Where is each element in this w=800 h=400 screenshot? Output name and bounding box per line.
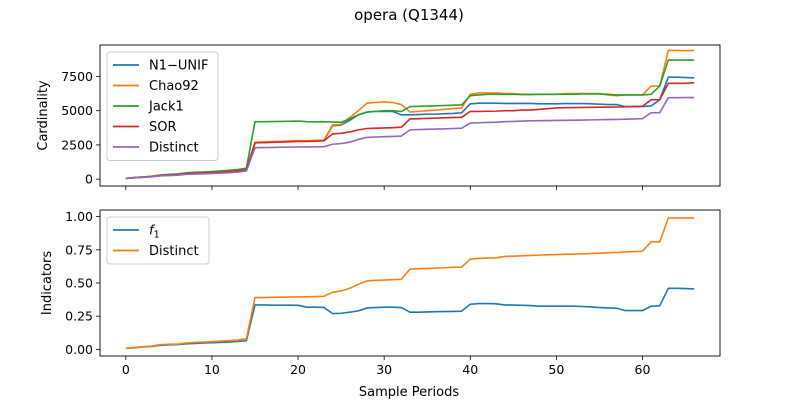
x-tick-label: 10 — [204, 362, 220, 377]
legend-label-sor: SOR — [149, 120, 177, 135]
legend-label-n1-unif: N1−UNIF — [149, 59, 208, 74]
y-axis-label: Indicators — [40, 251, 55, 315]
y-tick-label: 0.75 — [65, 242, 93, 257]
cardinality-panel: 0 2500 5000 7500 Cardinality N1−UNIF Chao92 Jac… — [36, 44, 721, 190]
y-tick-label: 0.50 — [65, 276, 93, 291]
y-tick-label: 7500 — [61, 69, 93, 84]
y-tick-label: 0.00 — [65, 342, 93, 357]
series-line-sor — [125, 81, 695, 180]
series-line-distinct — [125, 217, 695, 350]
legend-label-jack1: Jack1 — [148, 100, 184, 115]
y-tick-label: 1.00 — [65, 209, 93, 224]
legend-label-f1: f1 — [149, 224, 160, 241]
x-tick-label: 50 — [548, 362, 564, 377]
axes-frame — [99, 44, 721, 187]
legend-label-chao92: Chao92 — [149, 79, 199, 94]
legend: f1 Distinct — [106, 216, 210, 265]
x-tick-label: 20 — [290, 362, 306, 377]
legend-box — [106, 51, 219, 161]
legend-box — [106, 216, 210, 265]
legend-label-distinct: Distinct — [149, 244, 199, 259]
x-tick-label: 40 — [462, 362, 478, 377]
x-tick-label: 30 — [376, 362, 392, 377]
series-line-f1 — [125, 287, 695, 350]
y-axis-label: Cardinality — [36, 80, 51, 151]
y-tick-label: 2500 — [61, 137, 93, 152]
x-tick-label: 0 — [122, 362, 130, 377]
y-tick-label: 0 — [85, 172, 93, 187]
series-line-distinct — [125, 96, 695, 180]
x-tick-label: 60 — [635, 362, 651, 377]
y-tick-label: 0.25 — [65, 309, 93, 324]
y-tick-label: 5000 — [61, 103, 93, 118]
indicators-panel: 0 10 20 30 40 50 60 0.00 0.25 0.50 0.75 1.00 Indicat… — [40, 209, 721, 377]
x-axis-label: Sample Periods — [359, 385, 459, 400]
series-line-jack1 — [125, 59, 695, 180]
legend: N1−UNIF Chao92 Jack1 SOR Distinct — [106, 51, 219, 161]
legend-label-distinct: Distinct — [149, 141, 199, 156]
figure-title: opera (Q1344) — [354, 6, 464, 24]
